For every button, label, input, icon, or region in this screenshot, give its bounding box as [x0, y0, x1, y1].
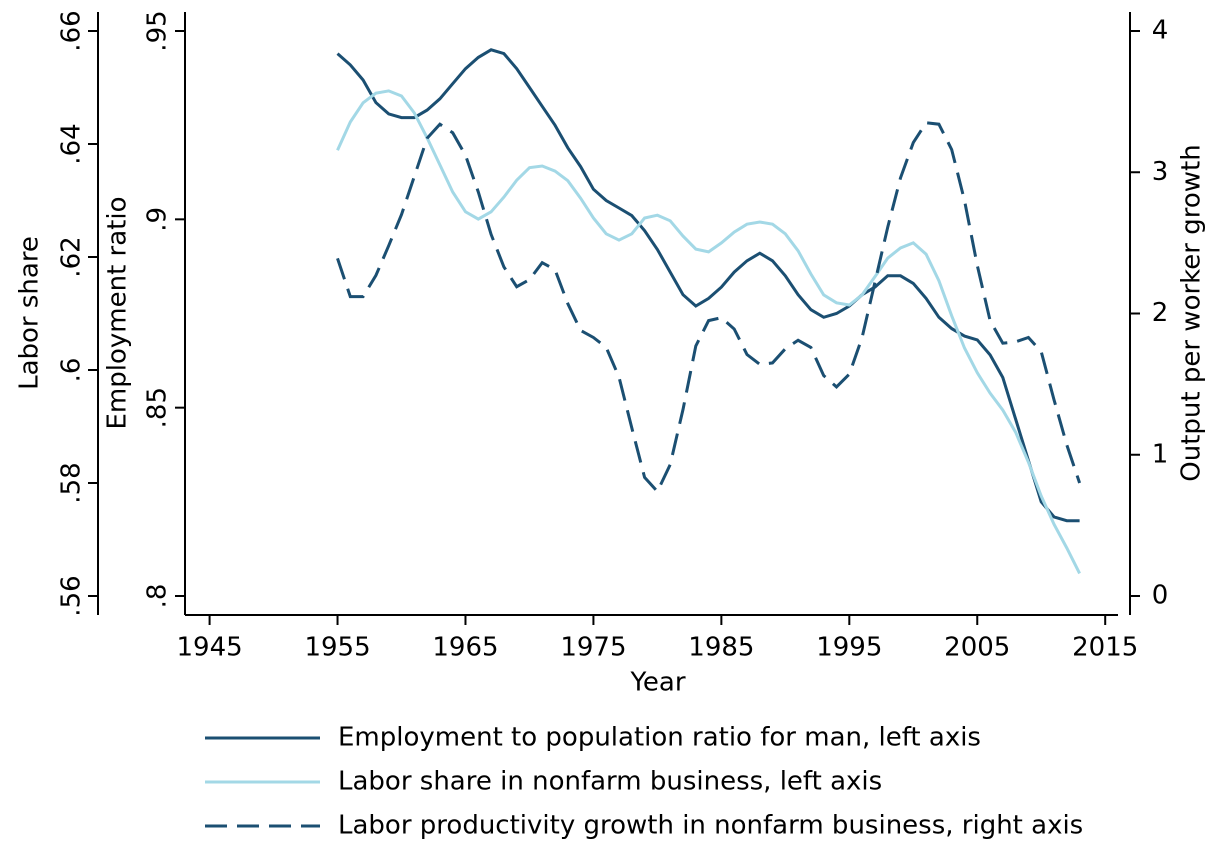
- y-tick-label: .62: [57, 236, 87, 277]
- y2-tick-label: 2: [1152, 298, 1169, 328]
- x-tick-label: 1955: [304, 633, 370, 663]
- y-tick-label: .58: [57, 462, 87, 503]
- y3-tick-label: .95: [143, 10, 173, 51]
- y2-tick-label: 0: [1152, 581, 1169, 611]
- y2-tick-label: 3: [1152, 157, 1169, 187]
- y2-tick-label: 4: [1152, 16, 1169, 46]
- x-tick-label: 1985: [688, 633, 754, 663]
- legend-label: Labor productivity growth in nonfarm bus…: [338, 811, 1083, 841]
- y2-axis-title: Output per worker growth: [1177, 144, 1207, 481]
- y-tick-label: .6: [57, 358, 87, 383]
- y2-tick-label: 1: [1152, 439, 1169, 469]
- x-tick-label: 1945: [177, 633, 243, 663]
- y3-tick-label: .85: [143, 387, 173, 428]
- series-line: [336, 48, 1080, 523]
- y-axis-title: Labor share: [15, 236, 45, 390]
- series-line: [336, 89, 1081, 575]
- y-tick-label: .66: [57, 10, 87, 51]
- y-tick-label: .64: [57, 123, 87, 164]
- y-tick-label: .56: [57, 575, 87, 616]
- legend-label: Employment to population ratio for man, …: [338, 723, 981, 753]
- y3-axis-title: Employment ratio: [103, 197, 133, 430]
- x-tick-label: 1965: [432, 633, 498, 663]
- y3-tick-label: .8: [143, 584, 173, 609]
- x-tick-label: 1975: [560, 633, 626, 663]
- x-axis-title: Year: [629, 668, 685, 698]
- legend-label: Labor share in nonfarm business, left ax…: [338, 767, 882, 797]
- y3-tick-label: .9: [143, 207, 173, 232]
- x-tick-label: 2015: [1072, 633, 1138, 663]
- x-tick-label: 1995: [816, 633, 882, 663]
- series-line: [336, 121, 1082, 495]
- x-tick-label: 2005: [944, 633, 1010, 663]
